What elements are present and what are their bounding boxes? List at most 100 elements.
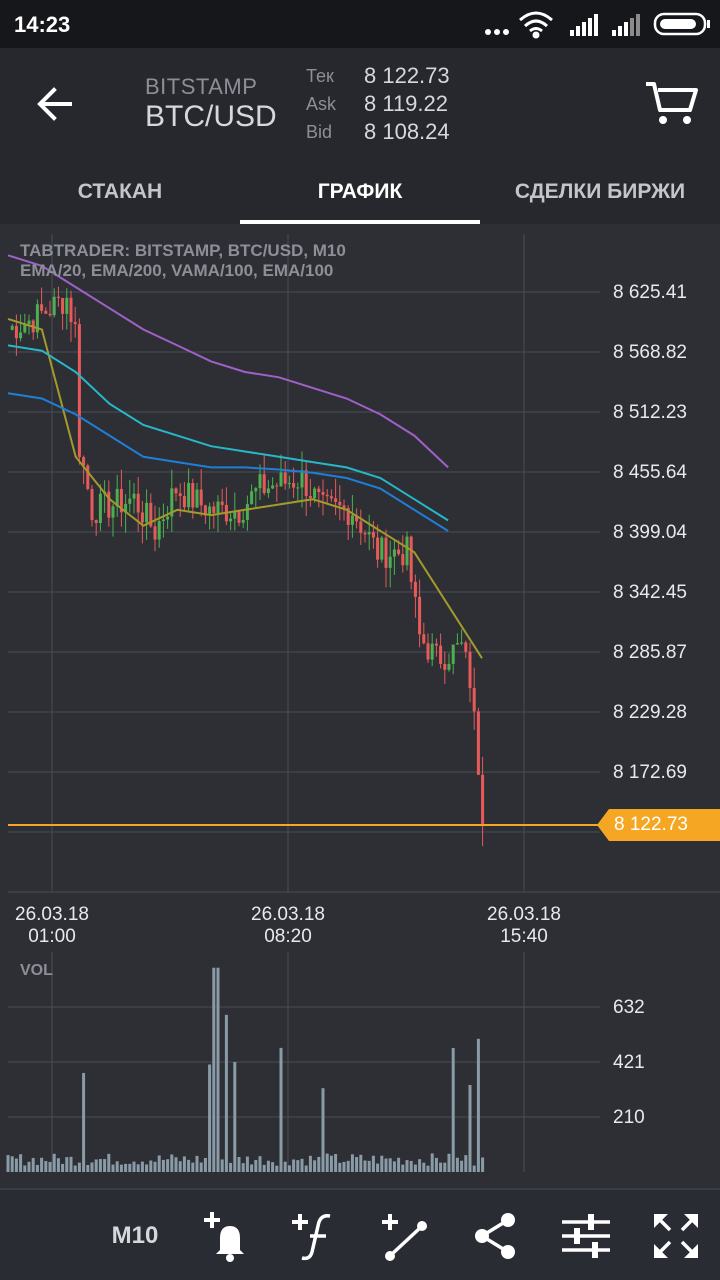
candle-body	[434, 643, 438, 646]
volume-bar	[367, 1160, 371, 1172]
price-axis-label: 8 455.64	[613, 462, 687, 483]
volume-bar	[182, 1156, 186, 1172]
candle-body	[86, 465, 90, 489]
signal-icon	[570, 14, 598, 36]
volume-bar	[451, 1048, 455, 1172]
candle-body	[405, 536, 409, 566]
candle-body	[61, 298, 65, 314]
volume-bar	[334, 1154, 338, 1172]
candle-body	[363, 532, 367, 535]
candle-body	[376, 537, 380, 560]
volume-bar	[98, 1159, 102, 1172]
tab-orderbook[interactable]: СТАКАН	[77, 180, 163, 203]
pair-name: BTC/USD	[145, 100, 277, 133]
volume-bar	[199, 1162, 203, 1172]
volume-bar	[203, 1157, 207, 1172]
volume-bar	[409, 1160, 413, 1172]
share-button[interactable]	[466, 1190, 526, 1280]
time-axis-label: 26.03.18 15:40	[474, 904, 574, 948]
volume-bar	[170, 1154, 174, 1172]
candle-body	[208, 506, 212, 516]
volume-bar	[376, 1163, 380, 1172]
volume-bar	[266, 1160, 270, 1172]
volume-bar	[86, 1165, 90, 1172]
add-indicator-icon	[292, 1213, 331, 1261]
volume-bar	[237, 1157, 241, 1172]
chart-canvas[interactable]	[0, 224, 720, 1188]
candle-body	[14, 325, 18, 339]
volume-bar	[287, 1165, 291, 1172]
volume-bar	[342, 1161, 346, 1172]
chart-title: TABTRADER: BITSTAMP, BTC/USD, M10 EMA/20…	[20, 241, 346, 281]
candle-body	[111, 506, 115, 518]
time-label-date: 26.03.18	[15, 904, 89, 925]
candle-body	[220, 501, 224, 505]
candle-body	[275, 485, 279, 487]
volume-bar	[40, 1157, 44, 1172]
volume-bar	[157, 1155, 161, 1172]
candle-body	[392, 549, 396, 557]
add-indicator-button[interactable]	[284, 1190, 344, 1280]
candle-body	[262, 474, 266, 494]
price-value: 8 122.73	[364, 63, 450, 88]
volume-bar	[296, 1160, 300, 1172]
volume-bar	[174, 1157, 178, 1172]
cart-icon[interactable]	[644, 78, 700, 128]
settings-sliders-icon	[562, 1214, 610, 1258]
volume-bar	[245, 1156, 249, 1172]
volume-bar	[241, 1163, 245, 1172]
tab-chart[interactable]: ГРАФИК	[317, 180, 403, 203]
price-axis-label: 8 512.23	[613, 402, 687, 423]
add-alert-button[interactable]	[196, 1190, 256, 1280]
indicator-line	[7, 317, 483, 659]
volume-bar	[346, 1160, 350, 1172]
volume-bar	[220, 1159, 224, 1172]
candle-body	[430, 643, 434, 660]
candle-body	[460, 642, 464, 644]
tab-bar: СТАКАН ГРАФИК СДЕЛКИ БИРЖИ	[0, 160, 720, 224]
volume-bar	[44, 1161, 48, 1172]
price-axis-label: 8 342.45	[613, 582, 687, 603]
price-axis-label: 8 625.41	[613, 282, 687, 303]
candle-body	[283, 472, 287, 484]
fullscreen-icon	[654, 1214, 698, 1258]
volume-bar	[439, 1162, 443, 1172]
candle-body	[27, 320, 31, 325]
add-line-button[interactable]	[374, 1190, 434, 1280]
timeframe-button[interactable]: M10	[111, 1222, 159, 1249]
candle-body	[292, 483, 296, 488]
volume-bar	[460, 1160, 464, 1172]
volume-bar	[48, 1161, 52, 1172]
candle-body	[271, 485, 275, 489]
volume-bar	[355, 1157, 359, 1172]
fullscreen-button[interactable]	[646, 1190, 706, 1280]
candle-body	[77, 324, 81, 458]
volume-bar	[371, 1155, 375, 1172]
back-arrow-icon[interactable]	[26, 80, 82, 128]
candle-body	[476, 711, 480, 775]
chart-area[interactable]: TABTRADER: BITSTAMP, BTC/USD, M10 EMA/20…	[0, 224, 720, 1188]
volume-bar	[338, 1162, 342, 1172]
tab-indicator	[240, 220, 480, 224]
volume-bar	[82, 1072, 86, 1172]
volume-bar	[77, 1162, 81, 1172]
volume-bar	[212, 967, 216, 1172]
volume-bar	[317, 1156, 321, 1172]
candle-body	[119, 488, 123, 513]
settings-button[interactable]	[556, 1190, 616, 1280]
candle-body	[145, 502, 149, 523]
volume-bar	[481, 1157, 485, 1172]
candle-body	[334, 498, 338, 502]
tab-trades[interactable]: СДЕЛКИ БИРЖИ	[514, 180, 686, 203]
candle-body	[107, 491, 111, 518]
volume-bar	[304, 1165, 308, 1172]
candle-body	[90, 488, 94, 521]
candle-body	[300, 470, 304, 488]
candle-body	[296, 487, 300, 489]
candle-body	[136, 493, 140, 513]
volume-bar	[6, 1155, 10, 1172]
candle-body	[98, 493, 102, 524]
candle-body	[413, 581, 417, 597]
time-label-time: 08:20	[264, 926, 312, 947]
candle-body	[342, 505, 346, 509]
